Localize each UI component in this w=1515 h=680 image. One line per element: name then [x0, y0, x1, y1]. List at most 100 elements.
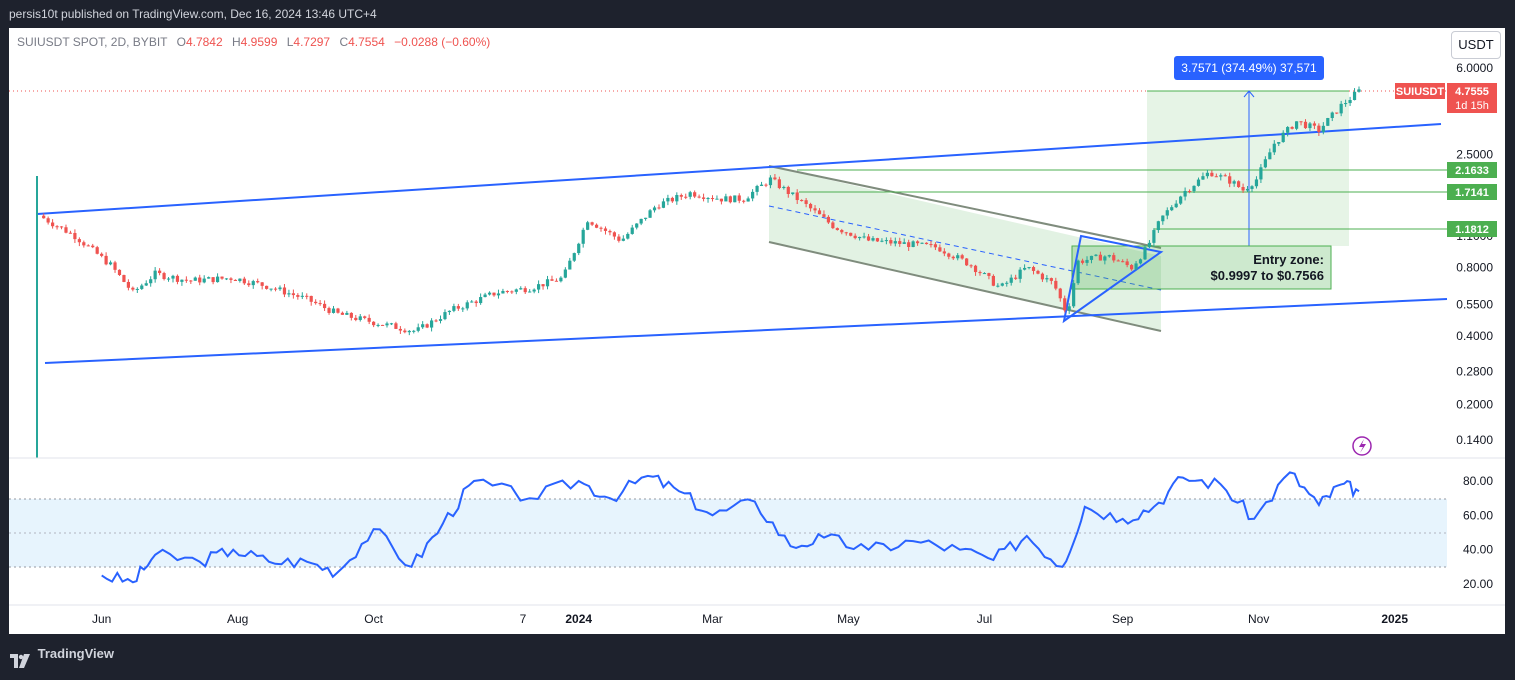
candle-143	[679, 193, 683, 200]
candle-266	[1228, 172, 1232, 188]
candle-96	[470, 299, 474, 303]
candle-145	[688, 190, 692, 200]
legend-close: 4.7554	[348, 35, 385, 49]
time-tick-5: Mar	[702, 612, 723, 626]
candle-269	[1241, 183, 1245, 193]
candle-282	[1299, 121, 1303, 126]
candle-116	[559, 276, 563, 283]
candle-242	[1121, 259, 1125, 263]
candle-148	[701, 193, 706, 202]
candle-134	[639, 218, 643, 226]
candle-47	[251, 279, 255, 289]
price-tick-4: 0.8000	[1456, 260, 1493, 274]
candle-121	[581, 227, 585, 248]
currency-button[interactable]: USDT	[1451, 31, 1501, 59]
candle-86	[425, 323, 429, 329]
candle-152	[719, 198, 724, 205]
candle-55	[287, 289, 291, 298]
candle-188	[880, 238, 884, 243]
price-tick-8: 0.2000	[1456, 398, 1493, 412]
time-tick-0: Jun	[92, 612, 111, 626]
ascending-channel-upper	[36, 123, 1442, 215]
candle-255	[1179, 195, 1183, 205]
candle-180	[844, 231, 848, 236]
candle-231	[1072, 279, 1076, 308]
candle-133	[635, 223, 639, 230]
candle-217	[1009, 274, 1013, 286]
candle-31	[180, 279, 184, 286]
candle-76	[380, 324, 385, 326]
channel-upper-line	[768, 165, 1162, 249]
candle-104	[505, 290, 509, 294]
candle-110	[532, 288, 536, 294]
candle-52	[273, 287, 278, 292]
price-chart-svg[interactable]: SUIUSDT SPOT, 2D, BYBIT O4.7842 H4.9599 …	[9, 28, 1505, 634]
candle-77	[385, 321, 389, 328]
candle-85	[421, 321, 425, 329]
candle-28	[166, 277, 171, 282]
candle-74	[372, 321, 376, 328]
candle-144	[684, 193, 688, 200]
candle-109	[528, 289, 532, 293]
price-tick-9: 0.1400	[1456, 433, 1493, 447]
candle-265	[1223, 173, 1227, 177]
publish-info: persis10t published on TradingView.com, …	[9, 7, 377, 21]
candle-203	[947, 252, 951, 260]
candle-62	[318, 300, 322, 306]
legend-low-label: L	[287, 35, 294, 49]
footer-brand[interactable]: TradingView	[37, 646, 114, 662]
candle-194	[907, 239, 911, 251]
candle-107	[519, 286, 523, 290]
lightning-icon[interactable]	[1352, 436, 1372, 456]
candle-106	[514, 288, 518, 295]
candle-95	[465, 300, 469, 311]
channel-midline	[768, 205, 1162, 291]
symbol-badge	[1395, 83, 1445, 99]
candle-139	[661, 198, 666, 209]
candle-268	[1237, 180, 1241, 188]
candle-99	[483, 292, 487, 298]
candle-197	[920, 242, 924, 245]
candle-223	[1036, 269, 1040, 275]
candle-264	[1219, 173, 1223, 181]
candle-214	[996, 283, 1000, 288]
candle-190	[889, 237, 893, 246]
candle-220	[1022, 264, 1027, 271]
candle-22	[140, 283, 144, 291]
candle-206	[960, 253, 964, 260]
candle-222	[1031, 265, 1036, 275]
candle-239	[1107, 254, 1111, 258]
candle-294	[1352, 88, 1357, 101]
candle-7	[73, 229, 77, 244]
candle-1	[46, 216, 50, 225]
candle-153	[724, 193, 728, 202]
candle-166	[782, 185, 786, 190]
candle-271	[1250, 185, 1254, 193]
candle-293	[1348, 96, 1352, 107]
candle-14	[104, 252, 108, 266]
candle-111	[537, 280, 541, 294]
candle-185	[866, 233, 871, 242]
time-tick-7: Jul	[977, 612, 992, 626]
candle-97	[474, 300, 478, 307]
candle-210	[978, 270, 982, 276]
candle-91	[447, 310, 452, 315]
candle-167	[786, 185, 790, 198]
rsi-tick-3: 20.00	[1463, 577, 1493, 591]
time-tick-8: Sep	[1112, 612, 1134, 626]
candle-235	[1089, 255, 1094, 264]
candle-136	[648, 209, 652, 218]
candle-122	[586, 220, 590, 231]
candle-212	[987, 272, 991, 280]
candle-193	[902, 238, 906, 244]
candle-128	[612, 231, 616, 240]
candle-215	[1000, 282, 1004, 287]
candle-284	[1308, 121, 1312, 131]
candle-186	[871, 236, 875, 242]
candle-46	[247, 280, 251, 287]
symbol-badge-text: SUIUSDT	[1396, 86, 1445, 98]
candle-179	[840, 228, 844, 235]
chart-panel[interactable]: SUIUSDT SPOT, 2D, BYBIT O4.7842 H4.9599 …	[9, 28, 1505, 634]
candle-172	[808, 202, 813, 212]
candle-117	[563, 267, 567, 279]
